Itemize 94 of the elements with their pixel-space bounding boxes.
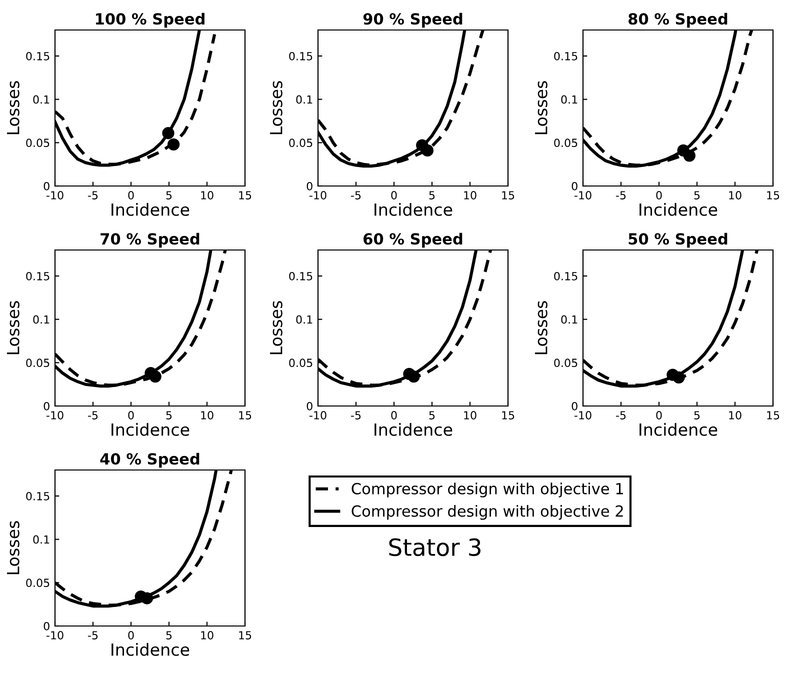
x-tick-label: -5 xyxy=(616,411,626,420)
x-tick-label: -5 xyxy=(88,631,98,640)
x-tick-label: -5 xyxy=(616,191,626,200)
y-axis-title: Losses xyxy=(535,301,548,354)
x-tick-label: 0 xyxy=(391,411,397,420)
x-tick-label: 5 xyxy=(694,411,700,420)
x-tick-label: 15 xyxy=(239,631,252,640)
x-axis-title: Incidence xyxy=(112,643,190,656)
y-axis-title: Losses xyxy=(535,81,548,134)
y-tick-label: 0.15 xyxy=(289,272,312,280)
x-tick-label: 10 xyxy=(464,411,476,420)
x-tick-label: -5 xyxy=(88,411,98,420)
y-tick-label: 0 xyxy=(572,182,578,190)
x-tick-label: 5 xyxy=(166,191,172,200)
y-axis-title: Losses xyxy=(7,81,20,134)
x-tick-label: 0 xyxy=(656,191,662,200)
x-tick-label: 10 xyxy=(729,411,742,420)
chart-title: 40 % Speed xyxy=(100,452,200,468)
y-tick-label: 0.05 xyxy=(26,358,50,368)
legend-label: Compressor design with objective 1 xyxy=(352,482,623,498)
y-tick-label: 0.15 xyxy=(26,52,50,60)
x-axis-title: Incidence xyxy=(640,203,718,216)
y-axis-title: Losses xyxy=(270,301,282,354)
x-tick-label: 15 xyxy=(767,411,780,420)
x-tick-label: 15 xyxy=(239,191,252,200)
y-tick-label: 0.05 xyxy=(289,358,312,368)
x-tick-label: -5 xyxy=(351,411,361,420)
x-tick-label: 10 xyxy=(201,191,214,200)
y-tick-label: 0 xyxy=(306,402,312,410)
y-axis-title: Losses xyxy=(7,301,20,354)
x-tick-label: -10 xyxy=(46,631,64,640)
y-tick-label: 0.1 xyxy=(561,95,578,104)
chart-title: 70 % Speed xyxy=(100,232,200,248)
x-tick-label: 0 xyxy=(128,191,134,200)
y-tick-label: 0.15 xyxy=(26,272,50,280)
x-tick-label: -10 xyxy=(309,191,326,200)
x-tick-label: 10 xyxy=(201,411,214,420)
x-tick-label: 5 xyxy=(694,191,700,200)
x-tick-label: 5 xyxy=(429,191,435,200)
x-tick-label: 15 xyxy=(767,191,780,200)
x-tick-label: 15 xyxy=(239,411,252,420)
chart-title: 80 % Speed xyxy=(628,12,728,28)
y-axis-title: Losses xyxy=(270,81,282,134)
y-tick-label: 0.1 xyxy=(296,95,312,104)
y-tick-label: 0.1 xyxy=(33,315,50,324)
x-axis-title: Incidence xyxy=(374,203,452,216)
x-tick-label: -10 xyxy=(574,411,592,420)
y-tick-label: 0.1 xyxy=(33,95,50,104)
x-tick-label: -10 xyxy=(574,191,592,200)
y-tick-label: 0.1 xyxy=(33,535,50,544)
y-tick-label: 0.15 xyxy=(289,52,312,60)
legend-label: Compressor design with objective 2 xyxy=(352,505,623,520)
text: Stator 3 xyxy=(389,538,480,556)
y-tick-label: 0.05 xyxy=(554,358,578,368)
x-tick-label: -10 xyxy=(309,411,326,420)
x-tick-label: 5 xyxy=(166,411,172,420)
y-tick-label: 0 xyxy=(44,182,50,190)
x-axis-title: Incidence xyxy=(640,423,718,436)
x-tick-label: 10 xyxy=(464,191,476,200)
x-tick-label: -5 xyxy=(351,191,361,200)
y-tick-label: 0.1 xyxy=(561,315,578,324)
y-tick-label: 0.15 xyxy=(554,272,578,280)
y-tick-label: 0 xyxy=(306,182,312,190)
x-axis-title: Incidence xyxy=(112,423,190,436)
x-tick-label: 15 xyxy=(502,411,514,420)
y-tick-label: 0.1 xyxy=(296,315,312,324)
x-tick-label: 0 xyxy=(656,411,662,420)
chart-title: 100 % Speed xyxy=(96,12,204,28)
y-tick-label: 0 xyxy=(572,402,578,410)
y-tick-label: 0.05 xyxy=(26,578,50,588)
x-tick-label: 0 xyxy=(128,411,134,420)
y-tick-label: 0.15 xyxy=(554,52,578,60)
x-tick-label: -5 xyxy=(88,191,98,200)
x-axis-title: Incidence xyxy=(374,423,452,436)
x-tick-label: -10 xyxy=(46,411,64,420)
chart-title: 60 % Speed xyxy=(364,232,462,248)
y-tick-label: 0.05 xyxy=(554,138,578,148)
x-tick-label: 10 xyxy=(729,191,742,200)
y-axis-title: Losses xyxy=(7,521,20,574)
x-tick-label: 0 xyxy=(128,631,134,640)
chart-title: 90 % Speed xyxy=(363,12,462,28)
chart-title: 50 % Speed xyxy=(628,232,728,248)
y-tick-label: 0 xyxy=(44,402,50,410)
x-tick-label: 5 xyxy=(429,411,435,420)
y-tick-label: 0.05 xyxy=(26,138,50,148)
x-tick-label: -10 xyxy=(46,191,64,200)
x-tick-label: 0 xyxy=(391,191,397,200)
y-tick-label: 0 xyxy=(44,622,50,630)
x-axis-title: Incidence xyxy=(112,203,190,216)
x-tick-label: 5 xyxy=(166,631,172,640)
x-tick-label: 10 xyxy=(201,631,214,640)
x-tick-label: 15 xyxy=(502,191,514,200)
y-tick-label: 0.15 xyxy=(26,492,50,500)
y-tick-label: 0.05 xyxy=(289,138,312,148)
